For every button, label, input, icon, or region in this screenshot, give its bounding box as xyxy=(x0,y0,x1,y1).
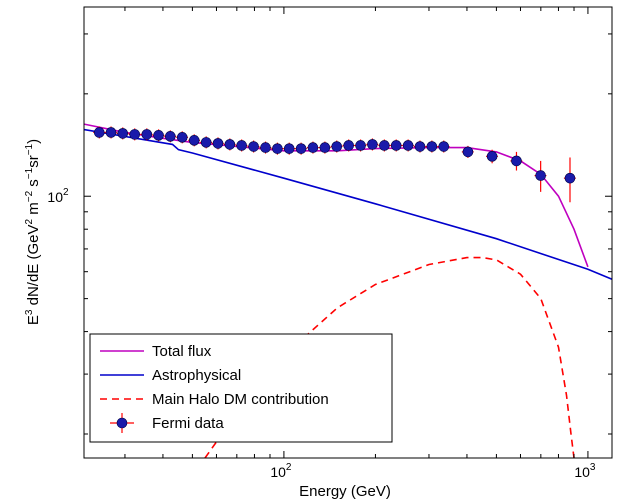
x-tick-label: 103 xyxy=(574,462,596,480)
legend-label: Main Halo DM contribution xyxy=(152,391,329,408)
data-marker xyxy=(165,131,176,142)
data-marker xyxy=(153,130,164,141)
legend-box xyxy=(89,333,393,443)
data-marker xyxy=(319,142,331,153)
data-marker xyxy=(331,141,343,152)
y-axis-label: E3 dN/dE (GeV2 m−2 s−1sr−1) xyxy=(24,139,42,325)
data-marker xyxy=(212,138,224,149)
series-line-astrophysical xyxy=(84,128,612,281)
series-line-total-flux xyxy=(84,123,589,268)
data-marker xyxy=(295,143,307,154)
data-marker xyxy=(224,139,236,150)
data-point xyxy=(425,140,438,153)
data-marker xyxy=(129,129,141,140)
data-marker xyxy=(367,139,378,150)
data-point xyxy=(211,137,224,150)
data-marker xyxy=(176,132,188,143)
data-marker xyxy=(438,141,450,152)
x-axis-label: Energy (GeV) xyxy=(299,483,391,499)
series-layer xyxy=(84,123,612,458)
data-point xyxy=(295,142,307,155)
data-point xyxy=(283,142,296,155)
legend-label: Total flux xyxy=(152,343,212,360)
data-point xyxy=(247,140,260,153)
data-point xyxy=(104,126,117,139)
data-point xyxy=(93,126,106,139)
data-marker xyxy=(486,151,498,162)
data-marker xyxy=(426,141,438,152)
data-marker xyxy=(200,137,212,148)
legend-swatch xyxy=(116,417,128,429)
data-point xyxy=(510,151,523,171)
data-marker xyxy=(462,146,474,158)
data-point xyxy=(188,134,201,147)
data-point xyxy=(437,140,450,153)
data-marker xyxy=(117,128,129,139)
data-marker xyxy=(307,142,319,153)
data-point xyxy=(200,136,212,149)
data-point xyxy=(534,160,547,192)
data-marker xyxy=(260,142,271,153)
data-point xyxy=(164,130,177,143)
ticks-layer: 102 103 102 xyxy=(47,7,612,480)
data-marker xyxy=(188,135,200,146)
y-tick-label: 102 xyxy=(47,187,69,205)
legend-label: Astrophysical xyxy=(152,367,241,384)
data-marker xyxy=(355,140,366,151)
data-point xyxy=(128,128,141,141)
data-marker xyxy=(93,127,105,138)
data-marker xyxy=(343,140,354,151)
data-point xyxy=(116,127,129,140)
data-point xyxy=(176,131,189,144)
data-point xyxy=(390,139,403,152)
data-marker xyxy=(283,143,295,154)
data-point xyxy=(140,128,153,141)
data-point xyxy=(366,138,379,151)
data-marker xyxy=(272,143,283,154)
data-point xyxy=(342,139,355,152)
data-point xyxy=(223,138,236,151)
data-marker xyxy=(248,141,259,152)
data-point xyxy=(235,139,248,152)
legend: Total flux Astrophysical Main Halo DM cont… xyxy=(89,333,393,443)
data-point xyxy=(306,141,319,154)
data-point xyxy=(318,141,331,154)
legend-item: Astrophysical xyxy=(100,367,241,384)
data-point xyxy=(461,145,474,158)
data-point xyxy=(271,142,284,155)
data-marker xyxy=(564,172,576,184)
plot-frame xyxy=(83,6,613,459)
data-marker xyxy=(141,129,153,140)
data-marker xyxy=(535,170,546,181)
data-point xyxy=(330,140,343,153)
data-point xyxy=(413,140,426,153)
data-marker xyxy=(379,140,390,151)
legend-item: Total flux xyxy=(100,343,212,360)
data-point xyxy=(259,141,272,154)
data-marker xyxy=(402,140,414,151)
data-point xyxy=(378,139,391,152)
data-marker xyxy=(236,140,247,151)
data-point xyxy=(402,139,414,152)
data-point xyxy=(486,149,498,164)
legend-item: Fermi data xyxy=(110,413,224,433)
legend-label: Fermi data xyxy=(152,415,224,432)
data-marker xyxy=(414,141,426,152)
data-point xyxy=(152,129,165,142)
legend-item: Main Halo DM contribution xyxy=(100,391,329,408)
data-marker xyxy=(105,127,117,138)
data-point xyxy=(563,157,576,203)
data-marker xyxy=(511,155,522,167)
data-point xyxy=(354,139,367,152)
data-marker xyxy=(390,140,402,151)
x-tick-label: 102 xyxy=(270,462,292,480)
